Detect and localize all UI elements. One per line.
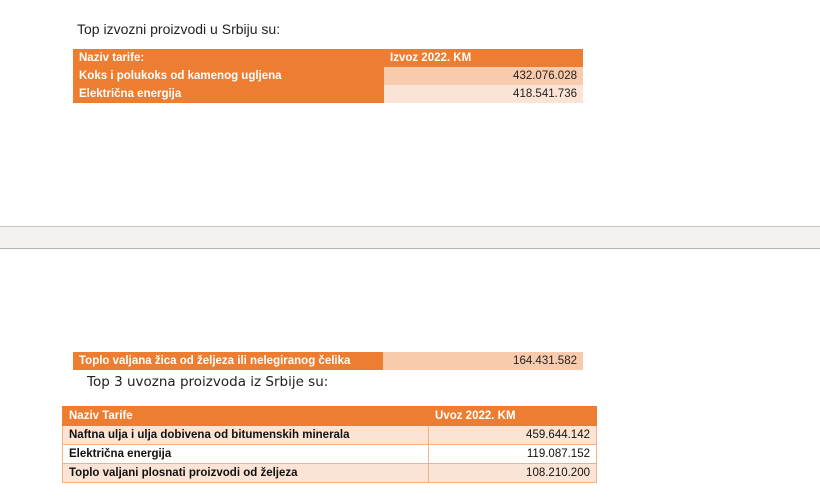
- row-value: 432.076.028: [384, 67, 583, 85]
- table-row: Naftna ulja i ulja dobivena od bitumensk…: [62, 425, 597, 445]
- row-name: Električna energija: [62, 444, 429, 464]
- row-name: Električna energija: [73, 85, 384, 103]
- header-value: Izvoz 2022. KM: [384, 49, 583, 67]
- table-row: Toplo valjana žica od željeza ili nelegi…: [73, 352, 583, 370]
- header-name: Naziv tarife:: [73, 49, 384, 67]
- export-title: Top izvozni proizvodi u Srbiju su:: [77, 21, 281, 37]
- page-break: [0, 226, 820, 249]
- export-table-continued: Toplo valjana žica od željeza ili nelegi…: [73, 352, 583, 370]
- import-title: Top 3 uvozna proizvoda iz Srbije su:: [87, 374, 329, 390]
- row-value: 108.210.200: [428, 463, 597, 483]
- row-value: 119.087.152: [428, 444, 597, 464]
- table-header: Naziv tarife: Izvoz 2022. KM: [73, 49, 583, 67]
- row-name: Toplo valjani plosnati proizvodi od želj…: [62, 463, 429, 483]
- header-value: Uvoz 2022. KM: [428, 406, 597, 426]
- table-header: Naziv Tarife Uvoz 2022. KM: [62, 406, 597, 426]
- table-row: Električna energija 418.541.736: [73, 85, 583, 103]
- row-name: Toplo valjana žica od željeza ili nelegi…: [73, 352, 383, 370]
- row-name: Koks i polukoks od kamenog ugljena: [73, 67, 384, 85]
- header-name: Naziv Tarife: [62, 406, 429, 426]
- table-row: Električna energija 119.087.152: [62, 444, 597, 464]
- table-row: Toplo valjani plosnati proizvodi od želj…: [62, 463, 597, 483]
- export-table: Naziv tarife: Izvoz 2022. KM Koks i polu…: [73, 49, 583, 103]
- row-value: 459.644.142: [428, 425, 597, 445]
- row-value: 164.431.582: [383, 352, 583, 370]
- import-table: Naziv Tarife Uvoz 2022. KM Naftna ulja i…: [62, 406, 597, 483]
- row-value: 418.541.736: [384, 85, 583, 103]
- row-name: Naftna ulja i ulja dobivena od bitumensk…: [62, 425, 429, 445]
- table-row: Koks i polukoks od kamenog ugljena 432.0…: [73, 67, 583, 85]
